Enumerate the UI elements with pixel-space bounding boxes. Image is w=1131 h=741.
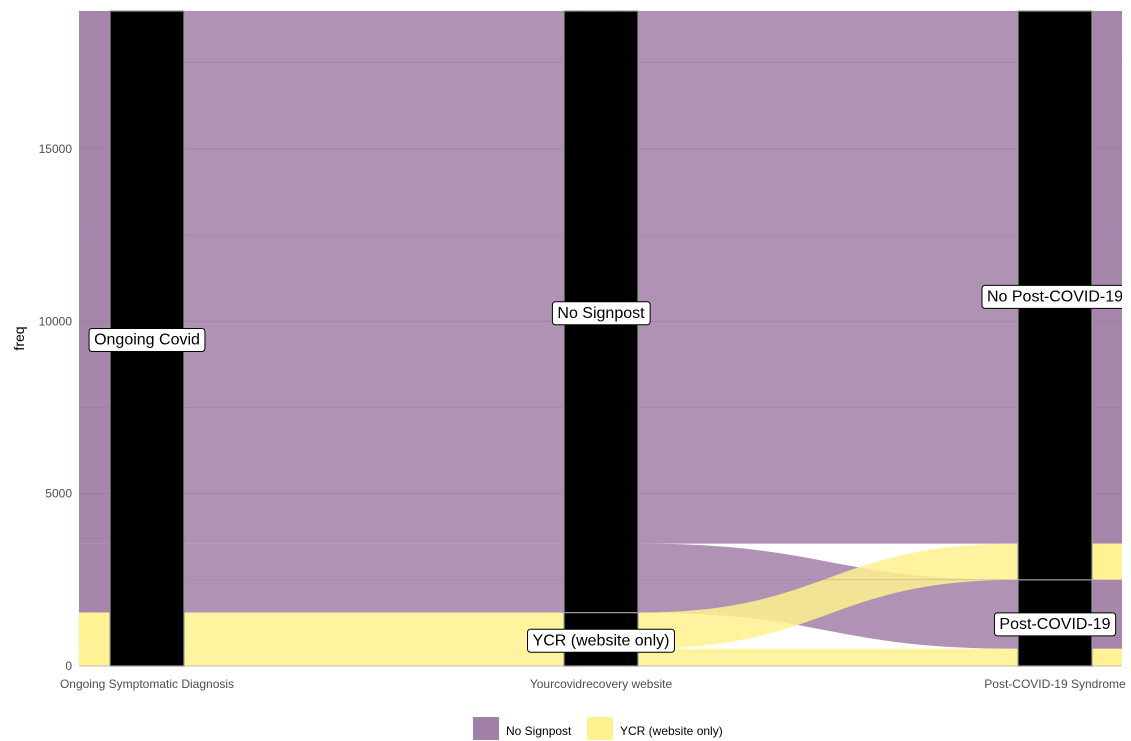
stratum-label: Post-COVID-19 (999, 616, 1110, 633)
axis-layer: 0 5000 10000 15000 freq Ongoing Symptomatic D… (11, 142, 1126, 691)
legend-swatch (587, 717, 613, 740)
y-axis-title: freq (11, 326, 27, 350)
flow-ribbon-1-ycr-pcs (184, 648, 564, 666)
legend-label: YCR (website only) (620, 724, 723, 738)
legend-swatch (473, 717, 499, 740)
stratum-label: YCR (website only) (533, 632, 670, 649)
x-axis-label: Yourcovidrecovery website (530, 677, 673, 691)
legend-label: No Signpost (506, 724, 572, 738)
stratum-label-group: No Signpost (551, 301, 651, 326)
stratum-label-group: Post-COVID-19 (993, 612, 1117, 637)
flow-ribbon-1-no-signpost-pcs (184, 543, 564, 613)
stratum-label: No Post-COVID-19 (987, 288, 1123, 305)
y-tick-label: 0 (65, 659, 72, 673)
stratum-label-box (981, 284, 1122, 309)
stratum-label-box (993, 612, 1117, 637)
flow-ribbon-1-ycr-no-pcs (184, 612, 564, 649)
flow-ribbon-2-ycr-pcs (638, 648, 1018, 666)
y-tick-label: 5000 (45, 487, 72, 501)
x-axis-label: Ongoing Symptomatic Diagnosis (60, 677, 234, 691)
stratum-label: No Signpost (557, 305, 645, 322)
y-tick-label: 10000 (39, 314, 73, 328)
stratum-label-box (88, 328, 206, 352)
stratum-label: Ongoing Covid (94, 332, 200, 349)
legend-layer: No Signpost YCR (website only) (473, 717, 723, 740)
labels-layer: Ongoing Covid YCR (website only) No Signpo… (88, 284, 1123, 653)
flow-ribbon-2-no-signpost-no-pcs (638, 11, 1018, 544)
stratum-label-box (551, 301, 651, 326)
flow-ribbon-1-no-signpost-no-pcs (184, 11, 564, 544)
stratum-label-box (527, 628, 675, 653)
y-tick-label: 15000 (39, 142, 73, 156)
x-axis-label: Post-COVID-19 Syndrome (984, 677, 1126, 691)
stratum-label-group: No Post-COVID-19 (981, 284, 1123, 309)
stratum-label-group: YCR (website only) (527, 628, 675, 653)
stratum-label-group: Ongoing Covid (88, 328, 206, 352)
flow-ribbon-2-ycr-no-pcs (638, 543, 1018, 649)
